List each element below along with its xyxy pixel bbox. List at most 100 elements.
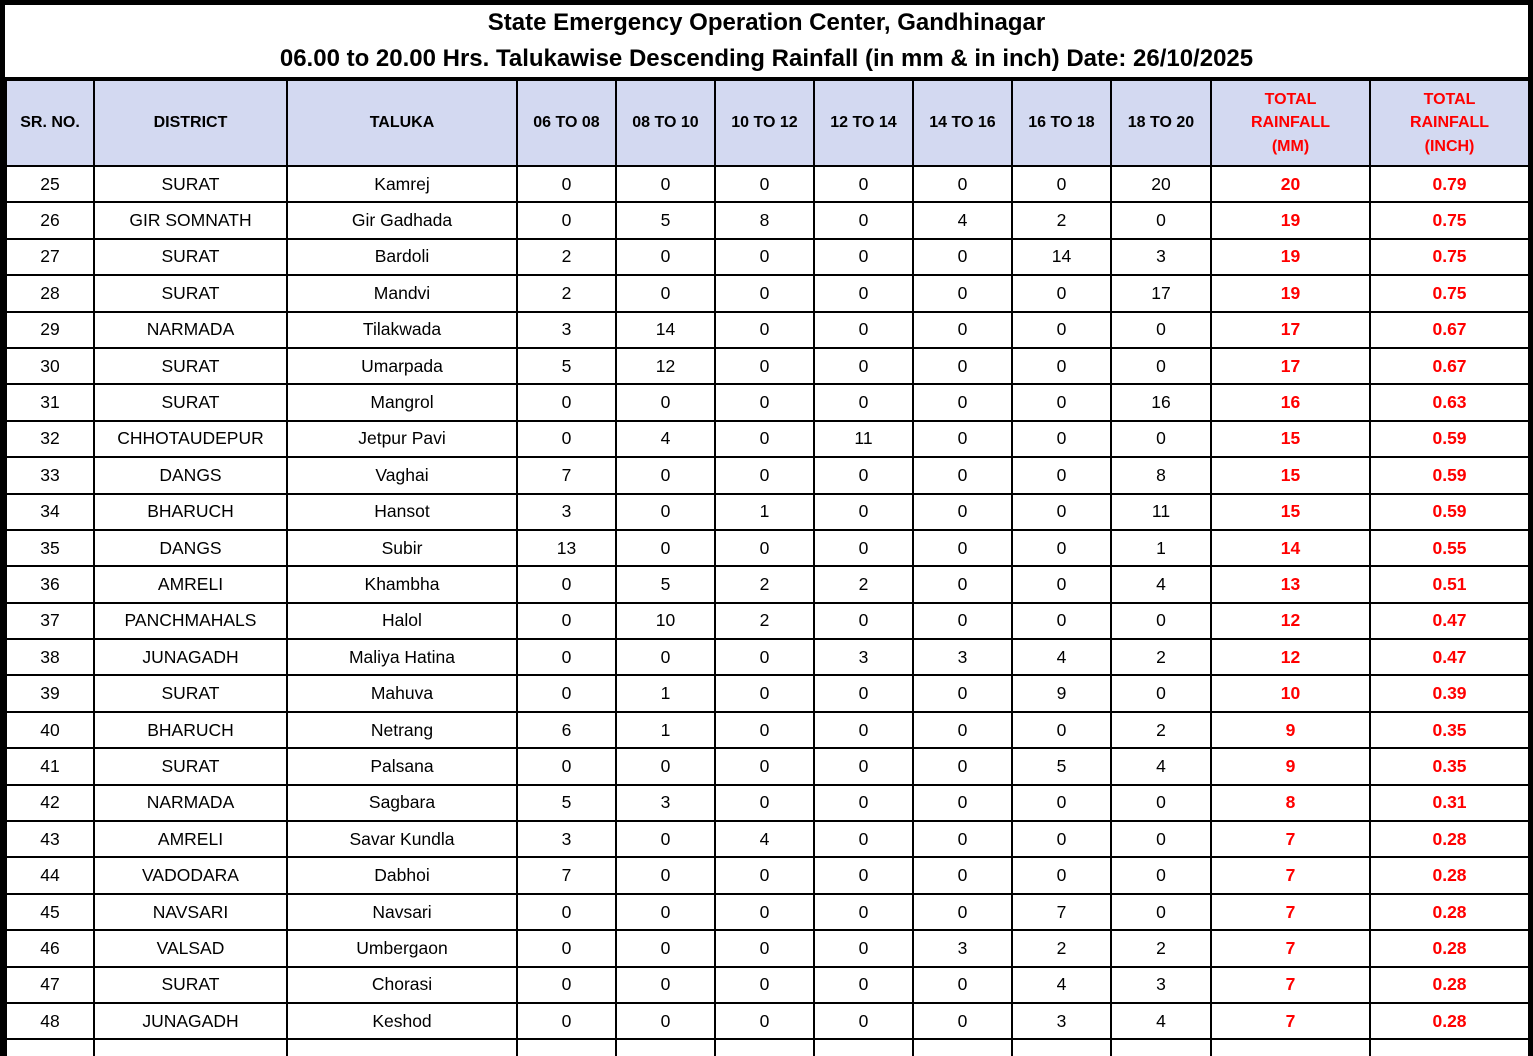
cell-total-inch: 0.47 <box>1369 601 1528 641</box>
cell-14-to-16: 0 <box>912 274 1013 313</box>
cell-taluka: Chorasi <box>286 965 518 1004</box>
cell-sr-no: 36 <box>5 565 95 604</box>
cell-06-to-08: 3 <box>516 820 617 859</box>
cell-total-inch: 0.51 <box>1369 565 1528 604</box>
cell-16-to-18: 0 <box>1011 601 1112 641</box>
cell-16-to-18: 0 <box>1011 783 1112 823</box>
cell-08-to-10: 3 <box>615 783 716 823</box>
cell-total-mm: 7 <box>1210 1001 1371 1041</box>
cell-06-to-08: 13 <box>516 528 617 568</box>
cell-14-to-16: 4 <box>912 201 1013 240</box>
cell-total-inch: 0.55 <box>1369 528 1528 568</box>
cell-14-to-16: 0 <box>912 565 1013 604</box>
table-row: 48 JUNAGADH Keshod 0 0 0 0 0 3 4 7 0.28 <box>5 1001 1528 1041</box>
cell-06-to-08: 0 <box>516 892 617 932</box>
cell-total-mm: 7 <box>1210 856 1371 895</box>
table-row: 46 VALSAD Umbergaon 0 0 0 0 3 2 2 7 0.28 <box>5 929 1528 968</box>
column-header-08-to-10: 08 TO 10 <box>615 79 716 167</box>
cell-18-to-20: 0 <box>1110 419 1212 459</box>
cell-14-to-16: 0 <box>912 164 1013 204</box>
cell-total-inch: 0.75 <box>1369 201 1528 240</box>
table-row: 27 SURAT Bardoli 2 0 0 0 0 14 3 19 0.75 <box>5 237 1528 277</box>
cell-empty <box>1210 1038 1371 1056</box>
cell-taluka: Bardoli <box>286 237 518 277</box>
column-header-14-to-16: 14 TO 16 <box>912 79 1013 167</box>
report-title: State Emergency Operation Center, Gandhi… <box>487 9 1046 36</box>
cell-total-inch: 0.31 <box>1369 783 1528 823</box>
cell-16-to-18: 2 <box>1011 929 1112 968</box>
cell-08-to-10: 0 <box>615 528 716 568</box>
cell-empty <box>1110 1038 1212 1056</box>
cell-16-to-18: 0 <box>1011 456 1112 495</box>
cell-14-to-16: 0 <box>912 419 1013 459</box>
cell-total-inch: 0.59 <box>1369 456 1528 495</box>
cell-district: JUNAGADH <box>93 1001 288 1041</box>
cell-district: BHARUCH <box>93 710 288 750</box>
cell-district: SURAT <box>93 383 288 422</box>
cell-16-to-18: 0 <box>1011 346 1112 386</box>
cell-12-to-14: 0 <box>813 346 914 386</box>
cell-taluka: Mangrol <box>286 383 518 422</box>
table-row: 32 CHHOTAUDEPUR Jetpur Pavi 0 4 0 11 0 0 0 15 0.59 <box>5 419 1528 459</box>
cell-18-to-20: 20 <box>1110 164 1212 204</box>
cell-12-to-14: 0 <box>813 1001 914 1041</box>
cell-taluka: Khambha <box>286 565 518 604</box>
rainfall-table: SR. NO. DISTRICT TALUKA 06 TO 08 08 TO 10 10 … <box>5 79 1528 1056</box>
cell-06-to-08: 0 <box>516 965 617 1004</box>
cell-taluka: Mandvi <box>286 274 518 313</box>
cell-16-to-18: 0 <box>1011 856 1112 895</box>
cell-18-to-20: 17 <box>1110 274 1212 313</box>
cell-06-to-08: 7 <box>516 456 617 495</box>
cell-total-mm: 17 <box>1210 310 1371 349</box>
cell-district: SURAT <box>93 747 288 786</box>
table-row: 35 DANGS Subir 13 0 0 0 0 0 1 14 0.55 <box>5 528 1528 568</box>
cell-18-to-20: 4 <box>1110 747 1212 786</box>
cell-district: SURAT <box>93 965 288 1004</box>
cell-empty <box>1011 1038 1112 1056</box>
cell-total-mm: 12 <box>1210 601 1371 641</box>
cell-08-to-10: 12 <box>615 346 716 386</box>
cell-18-to-20: 0 <box>1110 783 1212 823</box>
table-row: 31 SURAT Mangrol 0 0 0 0 0 0 16 16 0.63 <box>5 383 1528 422</box>
cell-08-to-10: 0 <box>615 856 716 895</box>
cell-16-to-18: 0 <box>1011 820 1112 859</box>
cell-taluka: Netrang <box>286 710 518 750</box>
cell-16-to-18: 2 <box>1011 201 1112 240</box>
table-row: 25 SURAT Kamrej 0 0 0 0 0 0 20 20 0.79 <box>5 164 1528 204</box>
table-row: 44 VADODARA Dabhoi 7 0 0 0 0 0 0 7 0.28 <box>5 856 1528 895</box>
cell-district: NARMADA <box>93 310 288 349</box>
cell-16-to-18: 0 <box>1011 164 1112 204</box>
table-row: 38 JUNAGADH Maliya Hatina 0 0 0 3 3 4 2 12 0.47 <box>5 638 1528 677</box>
cell-18-to-20: 0 <box>1110 892 1212 932</box>
cell-10-to-12: 0 <box>714 710 815 750</box>
cell-16-to-18: 3 <box>1011 1001 1112 1041</box>
cell-12-to-14: 0 <box>813 710 914 750</box>
cell-06-to-08: 7 <box>516 856 617 895</box>
cell-10-to-12: 0 <box>714 419 815 459</box>
cell-total-inch: 0.47 <box>1369 638 1528 677</box>
cell-14-to-16: 0 <box>912 710 1013 750</box>
cell-08-to-10: 0 <box>615 965 716 1004</box>
cell-sr-no: 25 <box>5 164 95 204</box>
cell-12-to-14: 0 <box>813 601 914 641</box>
cell-taluka: Umbergaon <box>286 929 518 968</box>
cell-sr-no: 30 <box>5 346 95 386</box>
cell-16-to-18: 0 <box>1011 274 1112 313</box>
cell-16-to-18: 9 <box>1011 674 1112 713</box>
cell-10-to-12: 2 <box>714 565 815 604</box>
cell-06-to-08: 5 <box>516 783 617 823</box>
cell-14-to-16: 0 <box>912 528 1013 568</box>
cell-sr-no: 46 <box>5 929 95 968</box>
cell-08-to-10: 0 <box>615 164 716 204</box>
cell-total-mm: 19 <box>1210 274 1371 313</box>
column-header-row: SR. NO. DISTRICT TALUKA 06 TO 08 08 TO 10 10 … <box>5 79 1528 167</box>
report-subtitle: 06.00 to 20.00 Hrs. Talukawise Descendin… <box>279 45 1254 72</box>
cell-12-to-14: 0 <box>813 274 914 313</box>
cell-18-to-20: 16 <box>1110 383 1212 422</box>
cell-08-to-10: 1 <box>615 674 716 713</box>
cell-district: SURAT <box>93 346 288 386</box>
cell-12-to-14: 0 <box>813 201 914 240</box>
cell-18-to-20: 4 <box>1110 1001 1212 1041</box>
cell-16-to-18: 0 <box>1011 492 1112 531</box>
cell-12-to-14: 0 <box>813 747 914 786</box>
